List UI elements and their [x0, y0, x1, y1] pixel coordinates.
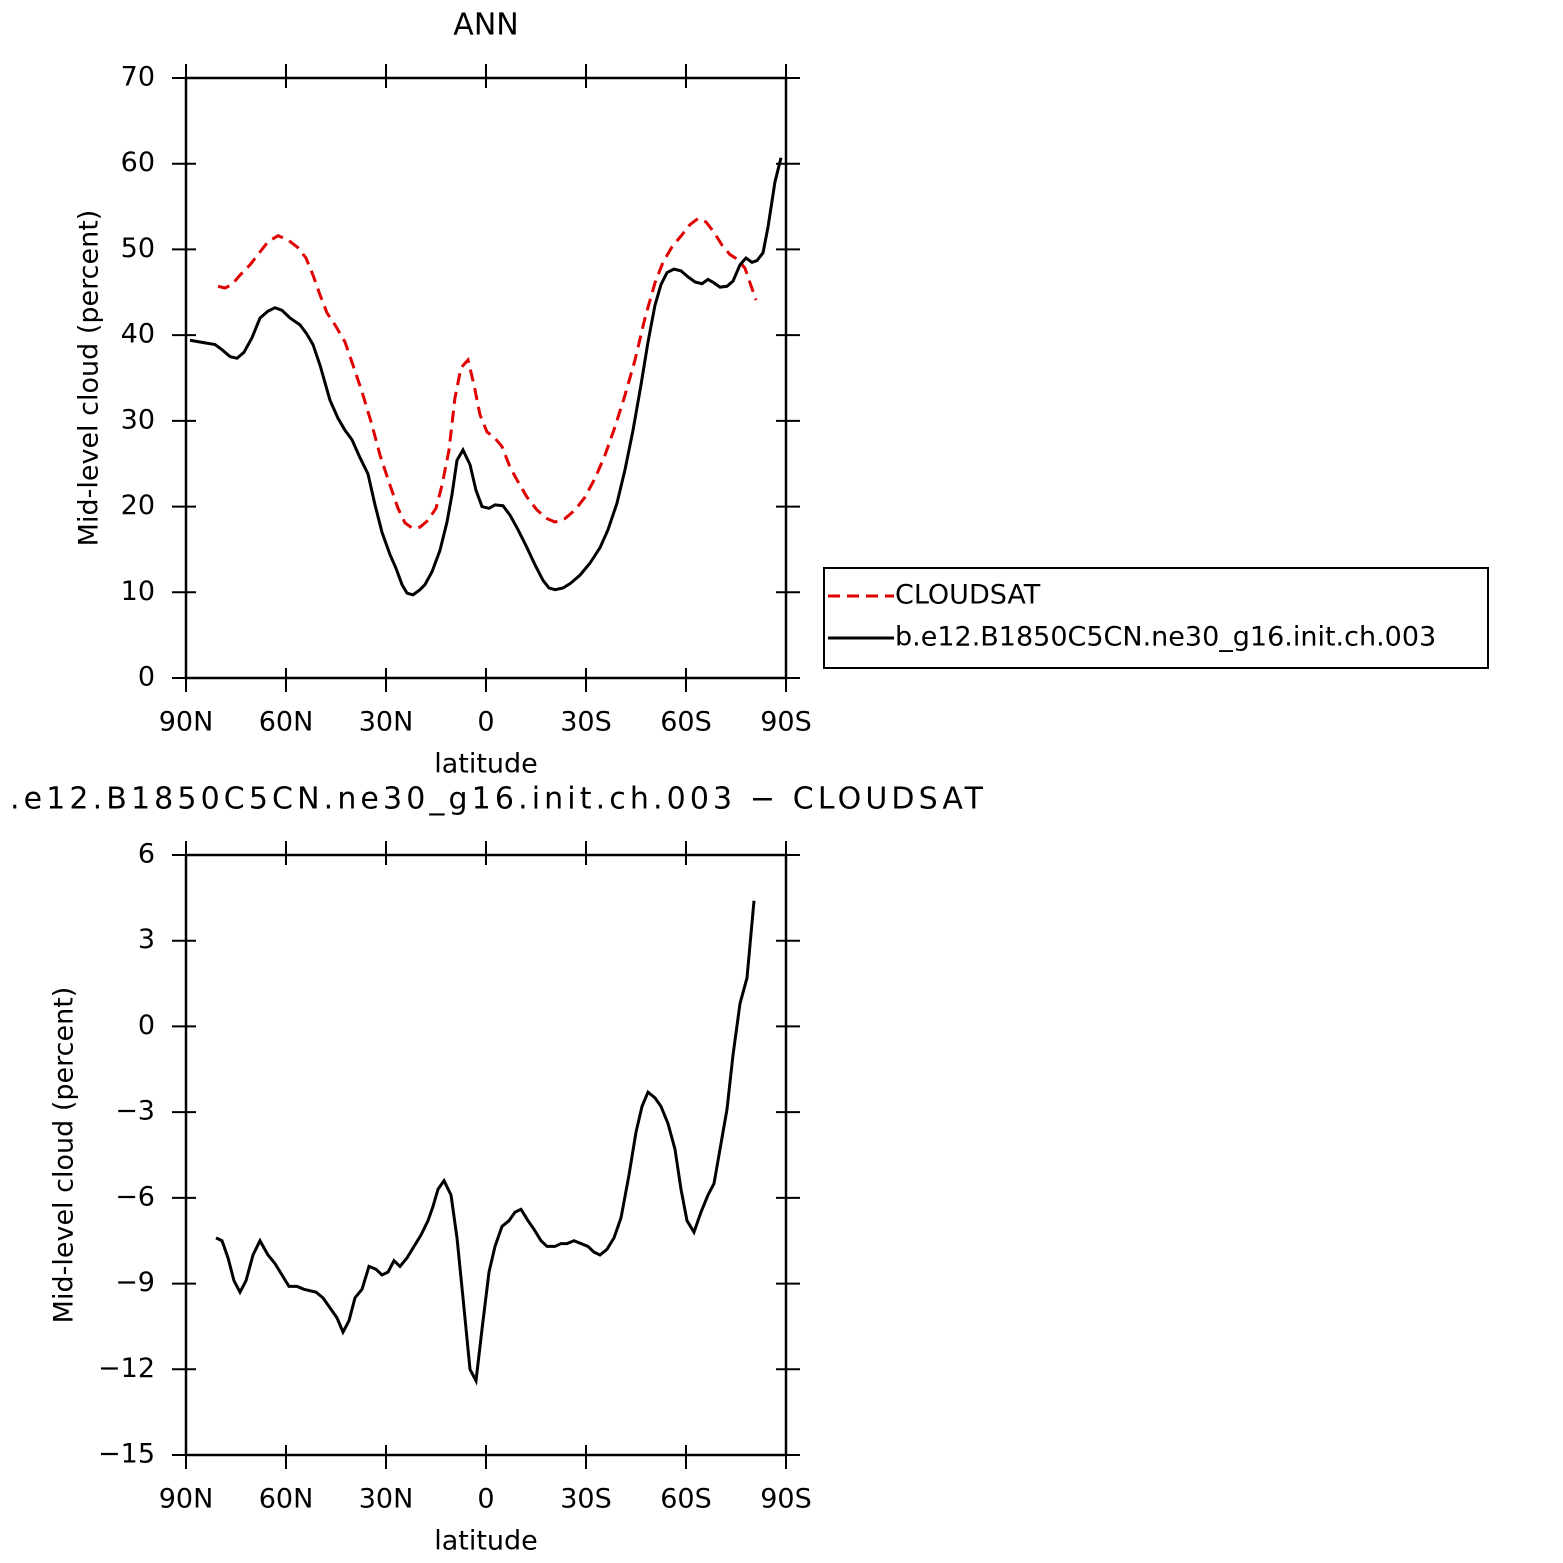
y-tick-label: 10 [121, 576, 155, 607]
x-tick-label: 60S [660, 707, 712, 738]
y-tick-label: 30 [121, 404, 155, 435]
y-tick-label: 3 [138, 924, 155, 955]
x-tick-label: 60N [259, 1484, 314, 1515]
x-tick-label: 30N [359, 1484, 414, 1515]
series-line [217, 216, 758, 530]
y-tick-label: −9 [115, 1267, 155, 1298]
x-tick-label: 0 [477, 707, 494, 738]
x-axis-label: latitude [434, 1526, 538, 1557]
legend-box [823, 567, 1489, 669]
x-tick-label: 30N [359, 707, 414, 738]
series-line [189, 157, 783, 597]
y-tick-label: 6 [138, 839, 155, 870]
y-tick-label: 0 [138, 662, 155, 693]
y-tick-label: 60 [121, 147, 155, 178]
x-axis-label: latitude [434, 749, 538, 780]
y-tick-label: −15 [98, 1439, 155, 1470]
legend-label: b.e12.B1850C5CN.ne30_g16.init.ch.003 [895, 622, 1436, 653]
x-tick-label: 60N [259, 707, 314, 738]
x-tick-label: 60S [660, 1484, 712, 1515]
x-tick-label: 90N [159, 707, 214, 738]
x-tick-label: 90N [159, 1484, 214, 1515]
y-tick-label: 20 [121, 490, 155, 521]
x-tick-label: 90S [760, 1484, 812, 1515]
x-tick-label: 0 [477, 1484, 494, 1515]
y-tick-label: 0 [138, 1010, 155, 1041]
x-tick-label: 30S [560, 1484, 612, 1515]
plot-frame [184, 853, 788, 1457]
y-tick-label: 50 [121, 233, 155, 264]
x-tick-label: 30S [560, 707, 612, 738]
y-tick-label: 70 [121, 62, 155, 93]
y-tick-label: 40 [121, 319, 155, 350]
x-tick-label: 90S [760, 707, 812, 738]
legend-label: CLOUDSAT [895, 580, 1041, 611]
chart-title: .e12.B1850C5CN.ne30_g16.init.ch.003 − CL… [10, 782, 984, 817]
y-axis-label: Mid-level cloud (percent) [49, 987, 80, 1324]
y-tick-label: −12 [98, 1353, 155, 1384]
y-tick-label: −6 [115, 1181, 155, 1212]
y-axis-label: Mid-level cloud (percent) [74, 210, 105, 547]
series-line [215, 900, 756, 1386]
y-tick-label: −3 [115, 1096, 155, 1127]
plot-frame [184, 76, 788, 680]
chart-title: ANN [453, 8, 518, 43]
